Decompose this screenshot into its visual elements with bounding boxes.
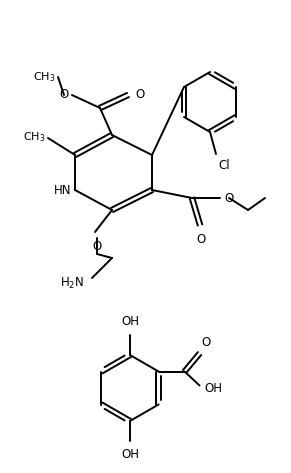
- Text: OH: OH: [121, 448, 139, 461]
- Text: CH$_3$: CH$_3$: [22, 130, 45, 144]
- Text: O: O: [135, 88, 144, 102]
- Text: O: O: [92, 239, 102, 253]
- Text: O: O: [196, 233, 206, 246]
- Text: O: O: [202, 335, 211, 349]
- Text: Cl: Cl: [218, 159, 230, 172]
- Text: OH: OH: [205, 382, 223, 395]
- Text: O: O: [224, 192, 233, 204]
- Text: CH$_3$: CH$_3$: [33, 70, 55, 84]
- Text: HN: HN: [54, 184, 71, 196]
- Text: H$_2$N: H$_2$N: [60, 275, 84, 290]
- Text: O: O: [60, 88, 69, 102]
- Text: OH: OH: [121, 315, 139, 328]
